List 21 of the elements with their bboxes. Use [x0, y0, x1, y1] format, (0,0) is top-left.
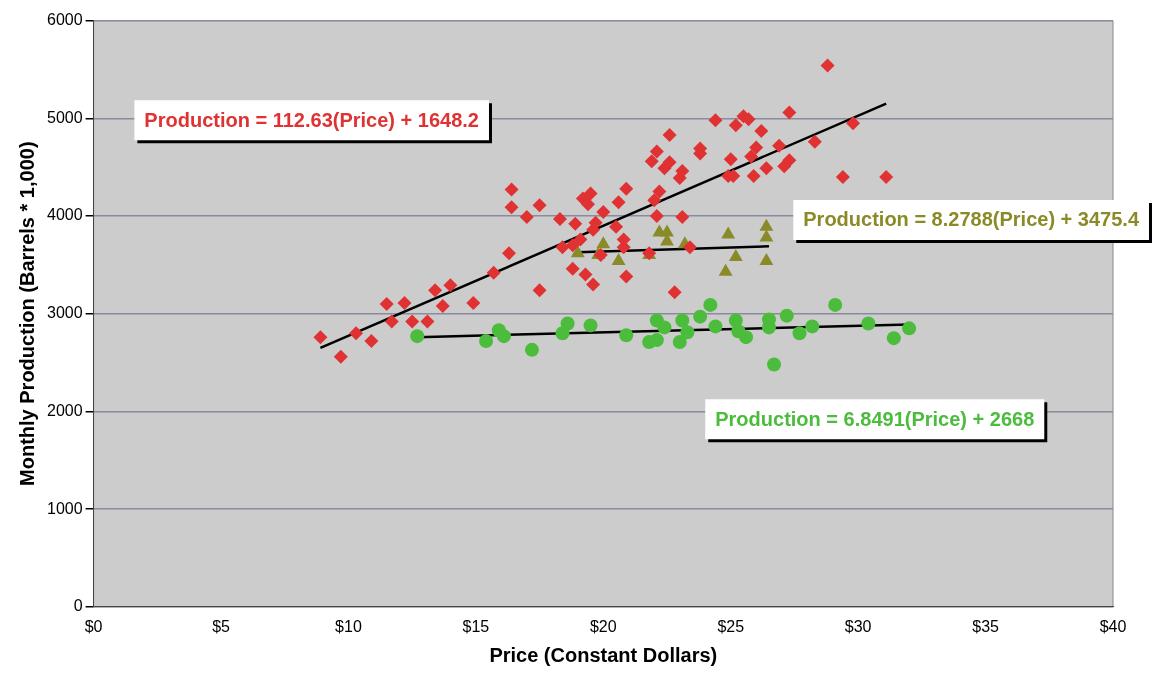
x-tick-label: $35	[972, 617, 1000, 635]
annotation: Production = 8.2788(Price) + 3475.4	[803, 208, 1140, 231]
annotation: Production = 112.63(Price) + 1648.2	[144, 108, 479, 131]
y-tick-label: 3000	[47, 304, 83, 322]
y-tick-label: 5000	[47, 108, 83, 126]
x-tick-label: $0	[84, 617, 103, 635]
x-tick-label: $25	[717, 617, 745, 635]
y-tick-label: 0	[73, 597, 83, 615]
y-tick-label: 1000	[47, 499, 83, 517]
y-tick-label: 2000	[47, 401, 83, 419]
x-tick-label: $15	[462, 617, 490, 635]
y-tick-label: 4000	[47, 206, 83, 224]
x-tick-label: $20	[589, 617, 617, 635]
x-tick-label: $30	[844, 617, 872, 635]
x-tick-label: $5	[212, 617, 231, 635]
y-axis-title: Monthly Production (Barrels * 1,000)	[15, 141, 38, 486]
x-axis-title: Price (Constant Dollars)	[489, 643, 718, 666]
y-tick-label: 6000	[47, 11, 83, 29]
x-tick-label: $40	[1099, 617, 1127, 635]
annotation: Production = 6.8491(Price) + 2668	[715, 407, 1035, 430]
x-tick-label: $10	[335, 617, 362, 635]
